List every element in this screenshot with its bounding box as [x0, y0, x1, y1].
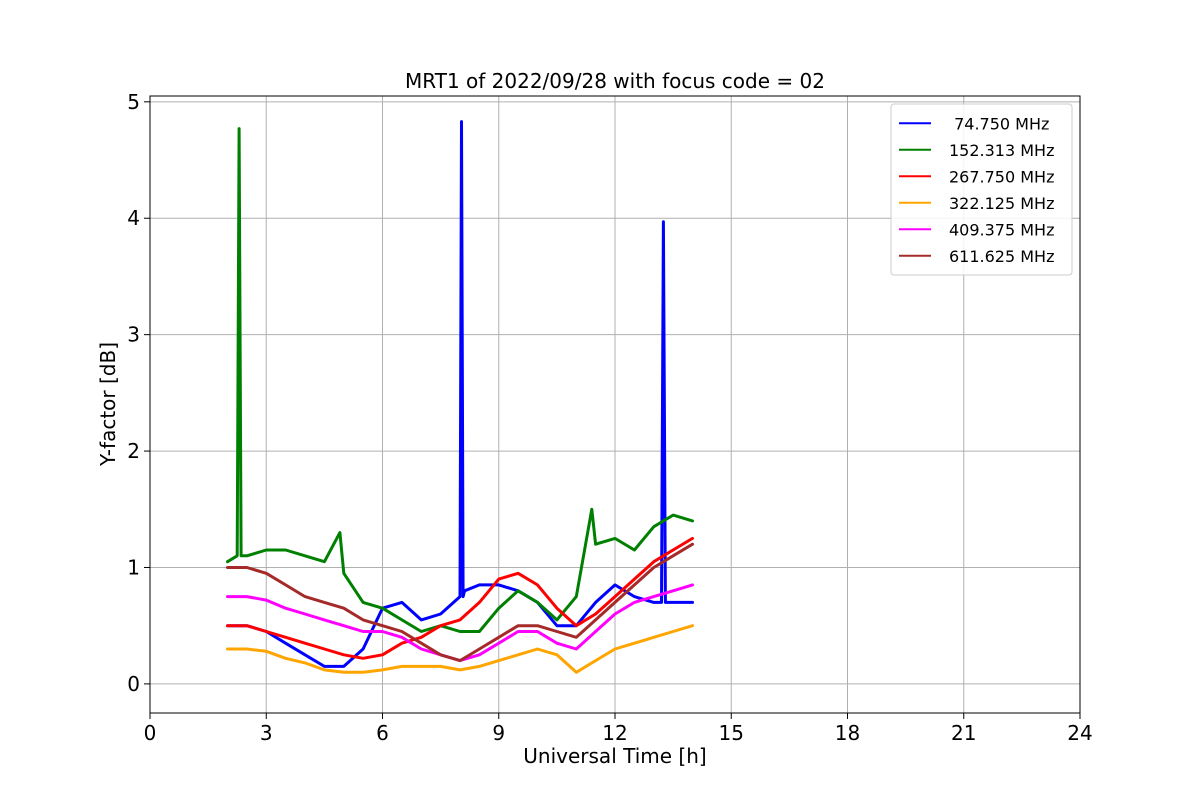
- y-tick-label: 5: [127, 90, 140, 114]
- legend-label: 152.313 MHz: [949, 141, 1054, 160]
- y-tick-label: 1: [127, 555, 140, 579]
- x-tick-label: 24: [1067, 721, 1092, 745]
- series-line-1: [226, 120, 694, 668]
- y-axis-ticks: 0 1 2 3 4 5: [127, 90, 150, 696]
- y-tick-label: 4: [127, 206, 140, 230]
- legend-label: 611.625 MHz: [949, 247, 1054, 266]
- chart-title: MRT1 of 2022/09/28 with focus code = 02: [405, 69, 825, 93]
- x-tick-label: 0: [144, 721, 157, 745]
- x-tick-label: 3: [260, 721, 273, 745]
- legend-label: 267.750 MHz: [949, 167, 1054, 186]
- x-tick-label: 9: [492, 721, 505, 745]
- series-line-3: [226, 536, 694, 660]
- x-tick-label: 12: [602, 721, 627, 745]
- series-group: [226, 120, 694, 674]
- legend-label: 74.750 MHz: [949, 114, 1049, 133]
- y-tick-label: 0: [127, 672, 140, 696]
- series-line-2: [226, 127, 694, 633]
- x-tick-label: 18: [835, 721, 860, 745]
- y-axis-label: Y-factor [dB]: [96, 342, 120, 467]
- x-axis-label: Universal Time [h]: [523, 744, 706, 768]
- x-axis-ticks: 0 3 6 9 12 15 18 21 24: [144, 713, 1093, 745]
- legend-label: 322.125 MHz: [949, 194, 1054, 213]
- series-line-4: [226, 624, 694, 674]
- legend-box: [890, 103, 1073, 276]
- y-tick-label: 3: [127, 323, 140, 347]
- legend: 74.750 MHz 152.313 MHz 267.750 MHz 322.125 …: [890, 103, 1073, 276]
- series-line-6: [226, 542, 694, 663]
- x-tick-label: 21: [951, 721, 976, 745]
- legend-label: 409.375 MHz: [949, 220, 1054, 239]
- x-tick-label: 15: [719, 721, 744, 745]
- x-tick-label: 6: [376, 721, 389, 745]
- y-tick-label: 2: [127, 439, 140, 463]
